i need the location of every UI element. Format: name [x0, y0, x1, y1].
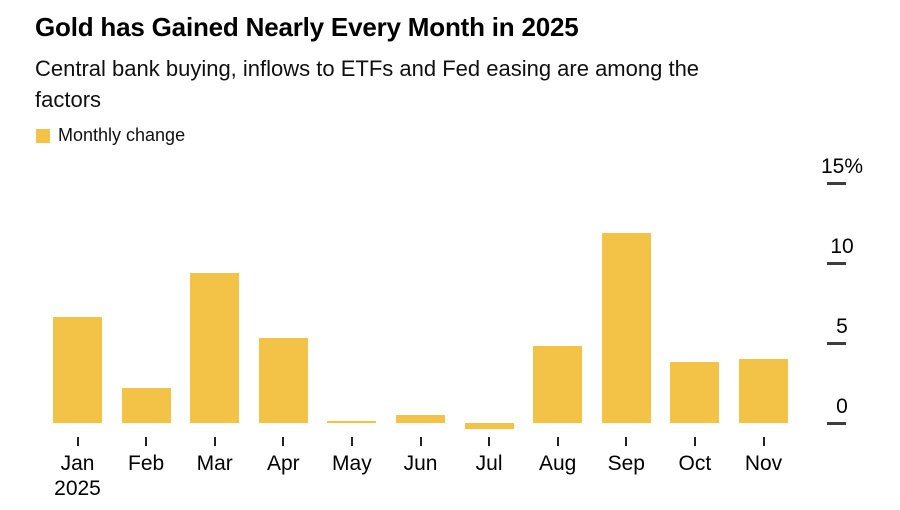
bar-jul [464, 423, 514, 430]
x-axis-tick-jan [76, 437, 79, 446]
y-axis-tick-0 [827, 421, 846, 425]
y-axis-tick-5 [827, 341, 846, 345]
chart-subtitle: Central bank buying, inflows to ETFs and… [35, 53, 699, 115]
x-axis-label-jan: Jan [60, 452, 95, 475]
x-axis-year-label: 2025 [54, 477, 101, 500]
x-axis-label-feb: Feb [128, 452, 165, 475]
x-axis-label-mar: Mar [196, 452, 233, 475]
x-axis-tick-mar [213, 437, 216, 446]
y-axis-label-0: 0 [836, 395, 848, 418]
bar-jan [53, 317, 102, 423]
bar-feb [121, 387, 171, 423]
bar-nov [739, 359, 788, 423]
x-axis-label-oct: Oct [678, 452, 712, 475]
y-axis-tick-10 [827, 261, 846, 265]
x-axis-tick-sep [625, 437, 628, 446]
x-axis-tick-feb [145, 437, 148, 446]
bar-may [327, 421, 377, 423]
chart-title: Gold has Gained Nearly Every Month in 20… [35, 12, 579, 42]
x-axis-label-sep: Sep [607, 452, 645, 475]
bar-sep [601, 232, 651, 423]
bar-mar [190, 272, 240, 423]
legend-swatch-icon [36, 128, 50, 143]
y-axis-label-5: 5 [836, 315, 848, 338]
chart-subtitle-line2: factors [35, 87, 102, 112]
y-axis-label-15: 15% [820, 155, 864, 178]
bar-jun [396, 415, 445, 423]
x-axis-tick-apr [282, 437, 285, 446]
x-axis-tick-jun [419, 437, 422, 446]
x-axis-tick-nov [762, 437, 765, 446]
x-axis-tick-may [350, 437, 353, 446]
bar-aug [533, 346, 583, 423]
legend: Monthly change [36, 125, 185, 146]
bar-apr [258, 338, 308, 423]
x-axis-label-apr: Apr [266, 452, 300, 475]
bar-oct [670, 362, 720, 423]
x-axis-tick-aug [556, 437, 559, 446]
y-axis-label-10: 10 [830, 235, 854, 258]
x-axis-label-nov: Nov [744, 452, 783, 475]
x-axis-label-jun: Jun [403, 452, 438, 475]
legend-label: Monthly change [58, 125, 186, 145]
x-axis-label-aug: Aug [539, 452, 577, 475]
x-axis-label-jul: Jul [475, 452, 503, 475]
x-axis-tick-jul [488, 437, 491, 446]
chart-subtitle-line1: Central bank buying, inflows to ETFs and… [35, 56, 700, 81]
x-axis-tick-oct [693, 437, 696, 446]
y-axis-tick-15 [827, 181, 846, 185]
x-axis-label-may: May [332, 452, 372, 475]
